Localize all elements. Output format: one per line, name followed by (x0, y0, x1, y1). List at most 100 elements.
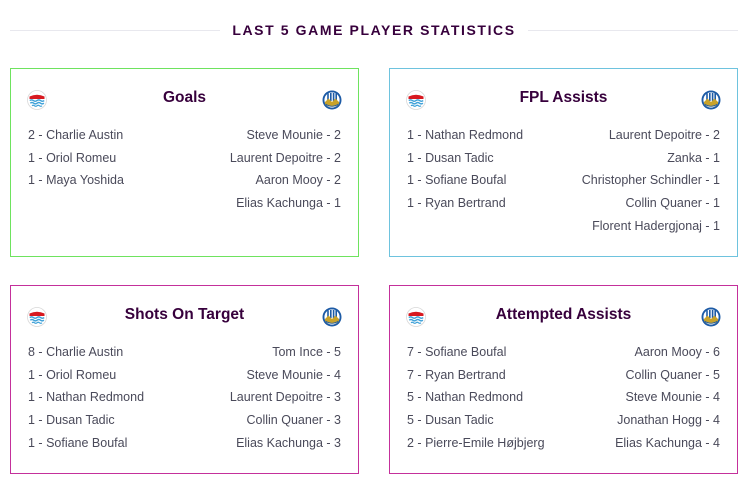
stat-count: 4 (713, 413, 720, 428)
home-stat-row: 2 - Pierre-Emile Højbjerg (407, 435, 545, 450)
player-name[interactable]: Aaron Mooy (634, 345, 702, 359)
home-stat-row: 1 - Nathan Redmond (407, 128, 524, 142)
away-stat-row: Collin Quaner - 3 (246, 413, 342, 428)
stat-count: 1 (407, 128, 414, 142)
southampton-crest-icon (406, 90, 426, 110)
player-name[interactable]: Nathan Redmond (46, 390, 145, 405)
stats-card-attempted-assists: Attempted Assists 7 - Sofiane Boufal 7 - … (389, 285, 738, 474)
stat-count: 1 (407, 196, 414, 211)
stat-count: 1 (28, 413, 35, 428)
player-name[interactable]: Charlie Austin (46, 128, 124, 142)
stat-count: 1 (334, 196, 341, 211)
player-name[interactable]: Sofiane Boufal (425, 173, 507, 188)
away-stat-row: Laurent Depoitre - 2 (229, 150, 341, 165)
stat-count: 2 (713, 128, 720, 142)
player-name[interactable]: Steve Mounie (625, 390, 702, 405)
stat-count: 8 (28, 345, 35, 359)
stat-count: 7 (407, 345, 414, 359)
southampton-crest-icon (27, 307, 47, 327)
player-name[interactable]: Christopher Schindler (581, 173, 702, 188)
stats-card-shots-on-target: Shots On Target 8 - Charlie Austin 1 - Or… (10, 285, 359, 474)
away-team-list: Laurent Depoitre - 2 Zanka - 1 Christopher… (582, 127, 720, 240)
player-name[interactable]: Ryan Bertrand (425, 367, 506, 382)
stat-count: 5 (713, 367, 720, 382)
player-name[interactable]: Sofiane Boufal (46, 435, 128, 450)
away-stat-row: Jonathan Hogg - 4 (617, 413, 720, 428)
player-name[interactable]: Dusan Tadic (46, 413, 115, 428)
stat-count: 2 (334, 128, 341, 142)
home-stat-row: 5 - Dusan Tadic (407, 413, 494, 428)
stat-count: 5 (407, 413, 414, 428)
page-title: LAST 5 GAME PLAYER STATISTICS (232, 22, 516, 38)
player-name[interactable]: Charlie Austin (46, 345, 124, 359)
away-stat-row: Steve Mounie - 4 (625, 390, 721, 405)
player-name[interactable]: Laurent Depoitre (229, 150, 323, 165)
header-rule-left (10, 29, 221, 31)
player-name[interactable]: Elias Kachunga (236, 435, 323, 450)
stat-count: 1 (407, 150, 414, 165)
stat-count: 2 (334, 173, 341, 188)
stat-count: 1 (28, 390, 35, 405)
player-name[interactable]: Maya Yoshida (46, 173, 124, 188)
player-name[interactable]: Nathan Redmond (425, 390, 524, 405)
stat-count: 3 (334, 435, 341, 450)
player-name[interactable]: Elias Kachunga (236, 196, 323, 211)
card-title: Goals (162, 89, 207, 106)
huddersfield-crest-icon (322, 90, 342, 110)
stat-count: 1 (713, 150, 720, 165)
player-name[interactable]: Oriol Romeu (46, 367, 117, 382)
home-stat-row: 1 - Maya Yoshida (28, 173, 124, 188)
home-stat-row: 1 - Sofiane Boufal (407, 173, 507, 188)
stats-card-goals: Goals 2 - Charlie Austin 1 - Oriol Romeu 1… (10, 68, 359, 257)
stat-count: 1 (28, 173, 35, 188)
away-stat-row: Aaron Mooy - 6 (634, 345, 720, 359)
home-stat-row: 1 - Dusan Tadic (28, 413, 115, 428)
away-team-list: Aaron Mooy - 6 Collin Quaner - 5 Steve Mou… (615, 344, 720, 457)
stat-count: 1 (407, 173, 414, 188)
home-stat-row: 7 - Ryan Bertrand (407, 367, 506, 382)
away-stat-row: Steve Mounie - 4 (246, 367, 342, 382)
player-name[interactable]: Aaron Mooy (255, 173, 323, 188)
player-name[interactable]: Pierre-Emile Højbjerg (425, 435, 545, 450)
player-name[interactable]: Tom Ince (272, 345, 323, 359)
player-name[interactable]: Florent Hadergjonaj (592, 218, 702, 233)
stat-count: 2 (28, 128, 35, 142)
player-name[interactable]: Collin Quaner (625, 196, 702, 211)
away-stat-row: Tom Ince - 5 (272, 345, 341, 359)
home-stat-row: 7 - Sofiane Boufal (407, 345, 507, 359)
player-name[interactable]: Ryan Bertrand (425, 196, 506, 211)
away-stat-row: Florent Hadergjonaj - 1 (592, 218, 720, 233)
stat-count: 4 (713, 435, 720, 450)
home-stat-row: 5 - Nathan Redmond (407, 390, 524, 405)
section-header: LAST 5 GAME PLAYER STATISTICS (10, 18, 739, 42)
player-name[interactable]: Laurent Depoitre (608, 128, 702, 142)
stat-count: 5 (334, 345, 341, 359)
stat-count: 6 (713, 345, 720, 359)
player-name[interactable]: Laurent Depoitre (229, 390, 323, 405)
home-team-list: 7 - Sofiane Boufal 7 - Ryan Bertrand 5 - N… (407, 344, 545, 457)
away-stat-row: Collin Quaner - 1 (625, 196, 721, 211)
away-team-list: Steve Mounie - 2 Laurent Depoitre - 2 Aaro… (230, 127, 341, 218)
player-name[interactable]: Collin Quaner (625, 367, 702, 382)
stat-count: 1 (28, 435, 35, 450)
away-team-list: Tom Ince - 5 Steve Mounie - 4 Laurent Depo… (230, 344, 341, 457)
player-name[interactable]: Dusan Tadic (425, 150, 494, 165)
stat-count: 4 (713, 390, 720, 405)
huddersfield-crest-icon (701, 90, 721, 110)
stat-count: 7 (407, 367, 414, 382)
player-name[interactable]: Jonathan Hogg (617, 413, 702, 428)
player-name[interactable]: Nathan Redmond (425, 128, 524, 142)
player-name[interactable]: Collin Quaner (246, 413, 323, 428)
player-name[interactable]: Dusan Tadic (425, 413, 494, 428)
player-name[interactable]: Sofiane Boufal (425, 345, 507, 359)
player-name[interactable]: Zanka (667, 150, 702, 165)
player-name[interactable]: Oriol Romeu (46, 150, 117, 165)
stat-count: 1 (28, 367, 35, 382)
home-stat-row: 1 - Ryan Bertrand (407, 196, 506, 211)
player-name[interactable]: Steve Mounie (246, 128, 323, 142)
home-stat-row: 1 - Oriol Romeu (28, 150, 117, 165)
huddersfield-crest-icon (701, 307, 721, 327)
away-stat-row: Elias Kachunga - 3 (236, 435, 341, 450)
player-name[interactable]: Steve Mounie (246, 367, 323, 382)
player-name[interactable]: Elias Kachunga (615, 435, 702, 450)
